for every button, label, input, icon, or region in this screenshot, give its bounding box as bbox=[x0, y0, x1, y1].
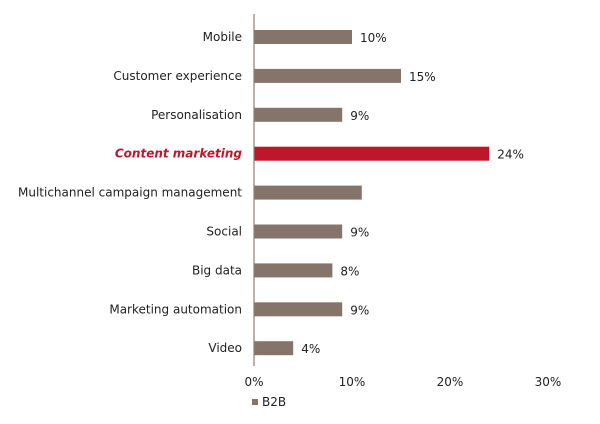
category-label-customer-experience: Customer experience bbox=[113, 69, 242, 83]
category-label-personalisation: Personalisation bbox=[151, 108, 242, 122]
value-label-content-marketing: 24% bbox=[497, 148, 524, 162]
legend-label-b2b: B2B bbox=[262, 395, 286, 409]
category-label-content-marketing: Content marketing bbox=[115, 147, 243, 161]
value-label-video: 4% bbox=[301, 342, 320, 356]
x-tick-label-0: 0% bbox=[244, 375, 263, 389]
value-label-marketing-automation: 9% bbox=[350, 303, 369, 317]
bar-big-data bbox=[254, 263, 333, 278]
category-label-video: Video bbox=[208, 341, 242, 355]
bar-multichannel-campaign-management bbox=[254, 185, 362, 200]
value-label-customer-experience: 15% bbox=[409, 70, 436, 84]
value-labels: 10% 15% 9% 24% 9% 8% 9% 4% bbox=[301, 31, 524, 356]
category-label-multichannel-campaign-management: Multichannel campaign management bbox=[18, 186, 242, 200]
bar-customer-experience bbox=[254, 68, 401, 83]
bar-marketing-automation bbox=[254, 302, 343, 317]
bar-social bbox=[254, 224, 343, 239]
category-label-big-data: Big data bbox=[192, 263, 242, 277]
value-label-mobile: 10% bbox=[360, 31, 387, 45]
x-tick-label-1: 10% bbox=[339, 375, 366, 389]
category-labels: Mobile Customer experience Personalisation… bbox=[18, 30, 242, 355]
category-label-mobile: Mobile bbox=[203, 30, 242, 44]
x-axis-tick-labels: 0% 10% 20% 30% bbox=[244, 375, 561, 389]
category-label-marketing-automation: Marketing automation bbox=[109, 302, 242, 316]
bars-group bbox=[254, 30, 490, 356]
bar-video bbox=[254, 341, 294, 356]
legend-swatch bbox=[252, 399, 258, 405]
x-tick-label-2: 20% bbox=[437, 375, 464, 389]
category-label-social: Social bbox=[206, 225, 242, 239]
value-label-social: 9% bbox=[350, 226, 369, 240]
bar-mobile bbox=[254, 30, 352, 44]
legend: B2B bbox=[252, 395, 286, 409]
bar-content-marketing bbox=[254, 146, 490, 161]
x-tick-label-3: 30% bbox=[535, 375, 562, 389]
value-label-personalisation: 9% bbox=[350, 109, 369, 123]
bar-personalisation bbox=[254, 107, 343, 122]
value-label-big-data: 8% bbox=[340, 264, 359, 278]
